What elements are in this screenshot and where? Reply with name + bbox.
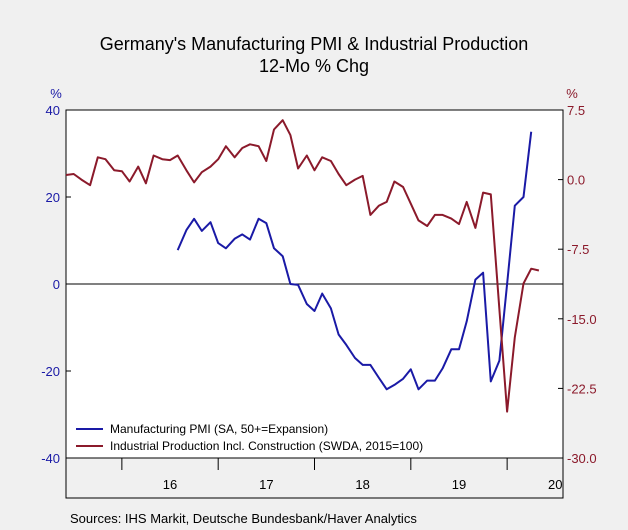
- legend: Manufacturing PMI (SA, 50+=Expansion) In…: [76, 422, 423, 453]
- left-tick-label: 40: [46, 103, 60, 118]
- right-tick-label: -15.0: [567, 312, 597, 327]
- source-note: Sources: IHS Markit, Deutsche Bundesbank…: [70, 511, 417, 526]
- right-tick-label: -22.5: [567, 381, 597, 396]
- left-axis-unit: %: [50, 86, 62, 101]
- series-layer: [65, 119, 540, 413]
- left-tick-label: 0: [53, 277, 60, 292]
- x-tick-label: 18: [355, 477, 369, 492]
- series-line-industrial-production: [65, 119, 540, 413]
- left-tick-label: 20: [46, 190, 60, 205]
- right-tick-label: -30.0: [567, 451, 597, 466]
- legend-label-industrial-production: Industrial Production Incl. Construction…: [110, 439, 423, 453]
- legend-label-pmi: Manufacturing PMI (SA, 50+=Expansion): [110, 422, 328, 436]
- series-line-pmi: [176, 131, 533, 391]
- x-tick-label: 17: [259, 477, 273, 492]
- left-tick-label: -20: [41, 364, 60, 379]
- x-tick-label: 20: [548, 477, 562, 492]
- left-tick-label: -40: [41, 451, 60, 466]
- chart-title-line-2: 12-Mo % Chg: [259, 56, 369, 76]
- chart-title-line-1: Germany's Manufacturing PMI & Industrial…: [100, 34, 529, 54]
- right-tick-label: 0.0: [567, 173, 585, 188]
- axes-layer: 40 20 0 -20 -40 7.5 0.0 -7.5 -15.0 -22.5 -30.0 16 17…: [41, 103, 596, 492]
- right-tick-label: 7.5: [567, 103, 585, 118]
- right-axis-unit: %: [566, 86, 578, 101]
- right-tick-label: -7.5: [567, 242, 589, 257]
- x-tick-label: 16: [163, 477, 177, 492]
- x-tick-label: 19: [452, 477, 466, 492]
